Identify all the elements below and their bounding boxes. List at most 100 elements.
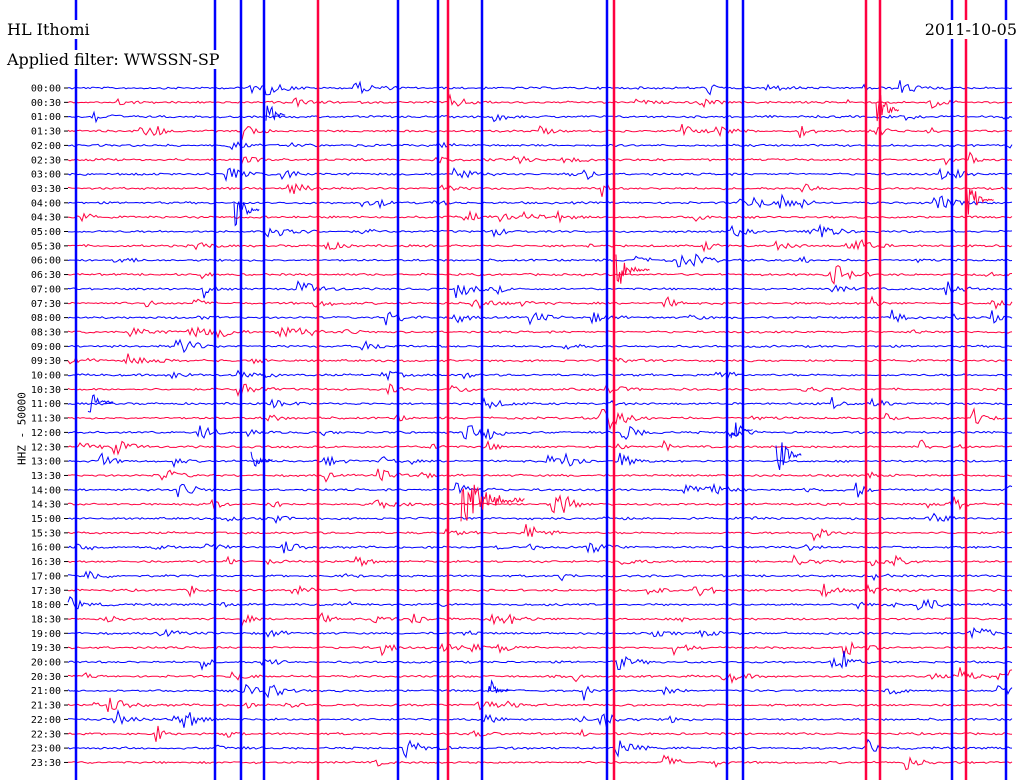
row-time-label: 16:00 [31,543,61,554]
row-time-label: 14:00 [31,485,61,496]
trace-line [67,439,1013,456]
row-time-label: 12:00 [31,428,61,439]
row-time-label: 04:00 [31,198,61,209]
row-time-label: 06:30 [31,270,61,281]
trace-line [67,209,1013,224]
trace-line [68,754,1013,771]
trace-line [67,583,1013,598]
seismic-event-burst [250,451,273,467]
trace-line [67,253,1013,268]
row-time-label: 08:00 [31,313,61,324]
y-axis-label: HHZ - 50000 [15,392,29,465]
seismic-event-burst [965,182,994,215]
row-time-label: 06:00 [31,256,61,267]
row-time-label: 19:30 [31,643,61,654]
row-time-label: 21:00 [31,686,61,697]
row-time-label: 14:30 [31,500,61,511]
trace-line [67,407,1013,431]
station-title: HL Ithomi [7,20,90,39]
row-time-label: 18:30 [31,614,61,625]
trace-line [67,725,1013,742]
trace-line [67,93,1013,109]
trace-line [67,738,1013,759]
trace-line [67,383,1013,398]
date-label: 2011-10-05 [924,20,1017,39]
trace-line [67,182,1013,197]
row-time-label: 09:30 [31,356,61,367]
row-time-label: 17:30 [31,586,61,597]
seismic-event-burst [875,95,900,122]
row-time-label: 23:00 [31,744,61,755]
row-time-label: 13:30 [31,471,61,482]
trace-line [68,223,1013,238]
row-time-label: 10:30 [31,385,61,396]
filter-subtitle: Applied filter: WWSSN-SP [7,50,220,69]
trace-line [67,123,1013,140]
trace-line [67,141,1013,151]
row-time-label: 00:30 [31,98,61,109]
row-time-label: 03:00 [31,170,61,181]
row-time-label: 11:00 [31,399,61,410]
trace-line [67,452,1013,469]
seismic-event-burst [87,394,114,413]
row-time-label: 17:00 [31,571,61,582]
trace-line [67,650,1013,671]
row-time-label: 02:00 [31,141,61,152]
row-time-label: 15:30 [31,528,61,539]
trace-line [67,697,1013,713]
trace-line [67,238,1013,253]
seismic-event-burst [615,254,650,284]
trace-line [67,570,1013,582]
seismic-event-burst [265,105,286,121]
row-time-label: 01:00 [31,112,61,123]
trace-line [67,482,1013,498]
row-time-label: 08:30 [31,327,61,338]
trace-line [67,512,1013,524]
row-time-label: 05:00 [31,227,61,238]
row-time-label: 12:30 [31,442,61,453]
trace-line [67,468,1013,483]
row-time-label: 07:00 [31,284,61,295]
trace-line [68,626,1013,640]
row-time-label: 18:00 [31,600,61,611]
trace-line [67,396,1012,410]
trace-line [67,338,1012,354]
trace-line [67,151,1013,166]
seismic-event-burst [487,679,510,694]
row-time-label: 10:00 [31,371,61,382]
trace-line [67,167,1013,182]
trace-line [67,280,1013,299]
trace-line [67,110,1013,124]
trace-line [67,326,1013,339]
trace-line [67,80,1013,96]
trace-line [67,425,1013,441]
row-time-label: 04:30 [31,213,61,224]
trace-line [67,264,1013,285]
row-time-label: 20:30 [31,672,61,683]
trace-line [67,554,1013,568]
row-time-label: 02:30 [31,155,61,166]
row-time-label: 05:30 [31,241,61,252]
seismic-event-burst [233,201,260,227]
trace-line [67,667,1013,685]
trace-line [67,369,1013,382]
row-time-label: 15:00 [31,514,61,525]
row-time-label: 20:00 [31,658,61,669]
trace-line [67,494,1013,514]
row-time-label: 01:30 [31,127,61,138]
trace-line [67,641,1013,657]
seismic-event-burst [460,484,525,522]
row-time-label: 07:30 [31,299,61,310]
row-time-label: 23:30 [31,758,61,769]
trace-line [67,683,1013,701]
row-time-label: 19:00 [31,629,61,640]
row-time-label: 00:00 [31,84,61,95]
row-time-label: 16:30 [31,557,61,568]
row-time-label: 22:00 [31,715,61,726]
row-time-label: 03:30 [31,184,61,195]
trace-line [68,295,1013,310]
row-time-label: 13:00 [31,457,61,468]
seismic-event-burst [730,422,753,439]
trace-line [67,524,1013,542]
